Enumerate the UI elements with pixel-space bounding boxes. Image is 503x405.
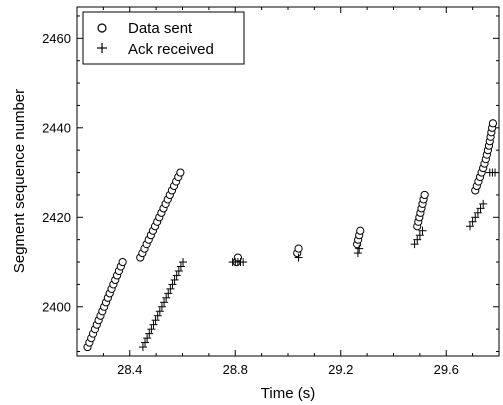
x-tick-label: 29.2	[328, 362, 353, 377]
point-ack-received	[164, 289, 173, 298]
point-ack-received	[239, 258, 248, 267]
point-ack-received	[172, 271, 181, 280]
legend-marker-data-sent	[97, 23, 107, 33]
point-ack-received	[160, 298, 169, 307]
legend-box	[82, 11, 245, 65]
point-ack-received	[176, 262, 185, 271]
point-ack-received	[355, 244, 364, 253]
x-tick-label: 29.6	[434, 362, 459, 377]
point-ack-received	[174, 266, 183, 275]
point-ack-received	[468, 217, 477, 226]
point-ack-received	[170, 275, 179, 284]
point-data-sent	[356, 226, 365, 235]
point-ack-received	[155, 307, 164, 316]
y-tick-label: 2460	[42, 31, 71, 46]
point-ack-received	[415, 231, 424, 240]
point-ack-received	[353, 249, 362, 258]
y-tick-label: 2420	[42, 210, 71, 225]
point-data-sent	[420, 190, 429, 200]
point-ack-received	[143, 334, 152, 343]
point-ack-received	[473, 208, 482, 217]
legend-marker-ack-received	[97, 43, 107, 53]
point-ack-received	[479, 199, 488, 208]
legend-label-ack-received: Ack received	[128, 41, 214, 58]
point-ack-received	[162, 293, 171, 302]
point-ack-received	[141, 338, 150, 347]
point-ack-received	[476, 204, 485, 213]
tick-labels: 28.4 28.8 29.2 29.6 2400 2420 2440 2460	[42, 31, 459, 377]
point-data-sent	[294, 244, 303, 253]
point-ack-received	[138, 343, 147, 352]
x-tick-label: 28.4	[117, 362, 142, 377]
point-ack-received	[147, 325, 156, 334]
data-marks	[83, 119, 500, 352]
point-ack-received	[465, 222, 474, 231]
point-ack-received	[471, 213, 480, 222]
x-axis-title: Time (s)	[261, 385, 315, 402]
point-ack-received	[413, 235, 422, 244]
point-ack-received	[149, 320, 158, 329]
point-ack-received	[168, 280, 177, 289]
y-tick-label: 2440	[42, 120, 71, 135]
legend-label-data-sent: Data sent	[128, 20, 193, 37]
x-tick-label: 28.8	[223, 362, 248, 377]
point-data-sent	[118, 257, 127, 267]
point-data-sent	[488, 119, 498, 128]
point-ack-received	[410, 240, 419, 249]
point-ack-received	[166, 284, 175, 293]
point-ack-received	[294, 253, 303, 262]
y-axis-title: Segment sequence number	[11, 89, 28, 273]
point-ack-received	[151, 316, 160, 325]
point-ack-received	[418, 226, 427, 235]
point-ack-received	[153, 311, 162, 320]
point-ack-received	[157, 302, 166, 311]
point-ack-received	[145, 329, 154, 338]
point-ack-received	[491, 168, 500, 177]
legend: Data sent Ack received	[82, 11, 245, 65]
y-tick-label: 2400	[42, 299, 71, 314]
point-data-sent	[176, 168, 185, 177]
point-ack-received	[179, 258, 188, 267]
